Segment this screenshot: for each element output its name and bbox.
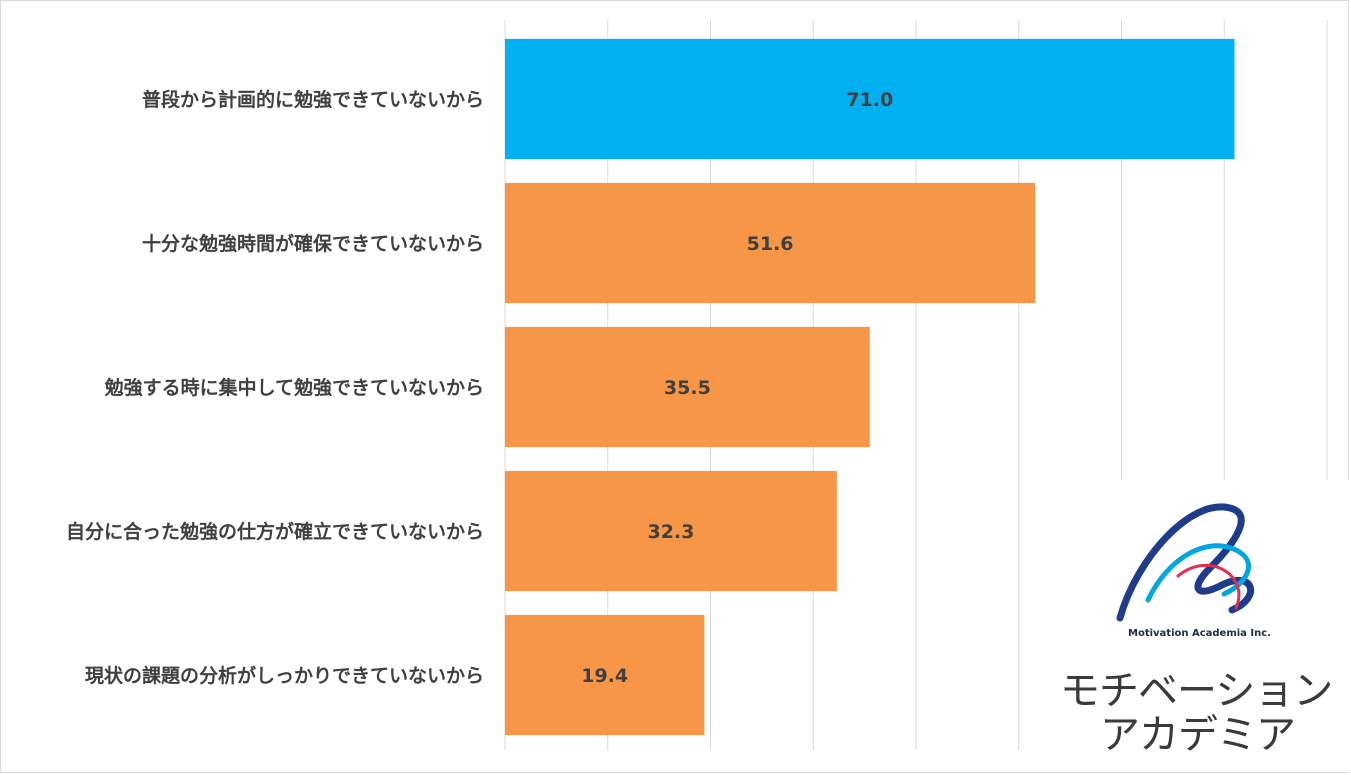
company-logo: Motivation Academia Inc. モチベーション アカデミア [1040,480,1350,772]
category-label: 勉強する時に集中して勉強できていないから [104,376,484,399]
bar-value-label: 51.6 [747,233,794,255]
bar-value-label: 32.3 [647,521,694,543]
category-label: 自分に合った勉強の仕方が確立できていないから [66,520,484,543]
bar-value-label: 35.5 [664,377,711,399]
category-label: 十分な勉強時間が確保できていないから [142,232,484,255]
bar-value-label: 19.4 [581,665,628,687]
logo-name-line-2: アカデミア [1100,702,1295,760]
category-label: 現状の課題の分析がしっかりできていないから [85,664,484,687]
category-label: 普段から計画的に勉強できていないから [142,88,484,111]
logo-mark-icon [1040,480,1350,650]
category-labels: 普段から計画的に勉強できていないから十分な勉強時間が確保できていないから勉強する… [66,88,484,687]
logo-company-name: Motivation Academia Inc. [1128,628,1271,639]
bar-value-label: 71.0 [846,89,893,111]
